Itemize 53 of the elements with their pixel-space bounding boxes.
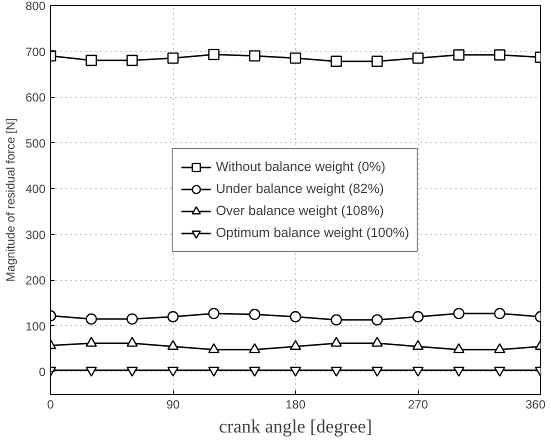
- point: [208, 48, 220, 60]
- point: [86, 366, 97, 377]
- point: [453, 366, 464, 377]
- point: [249, 366, 260, 377]
- x-tick-label: 90: [166, 398, 180, 412]
- point: [290, 366, 302, 377]
- x-tick-label: 360: [525, 398, 546, 412]
- y-tick-label: 200: [25, 274, 46, 288]
- point: [372, 366, 383, 377]
- point: [249, 308, 260, 320]
- legend-label: Optimum balance weight (100%): [216, 225, 410, 240]
- point: [330, 366, 342, 377]
- point: [494, 308, 506, 320]
- point: [167, 366, 179, 377]
- y-tick-label: 100: [25, 319, 46, 334]
- point: [86, 313, 97, 325]
- point: [167, 311, 179, 322]
- legend-label: Without balance weight (0%): [216, 159, 386, 174]
- point: [372, 314, 383, 326]
- point: [372, 56, 383, 67]
- y-tick-label: 600: [25, 90, 46, 105]
- point: [412, 311, 424, 322]
- y-tick-label: 700: [25, 44, 46, 59]
- x-tick-label: 0: [47, 398, 54, 412]
- point: [412, 366, 424, 377]
- point: [249, 50, 260, 62]
- point: [86, 54, 97, 66]
- y-axis-title: Magnitude of residual force [N]: [3, 118, 18, 282]
- y-tick-label: 300: [25, 228, 46, 242]
- y-tick-label: 500: [25, 136, 46, 150]
- point: [126, 366, 138, 377]
- point: [330, 56, 342, 67]
- legend-label: Over balance weight (108%): [216, 203, 384, 218]
- point: [330, 314, 342, 326]
- point: [290, 52, 302, 64]
- point: [208, 308, 220, 320]
- point: [494, 366, 506, 377]
- point: [126, 313, 138, 325]
- point: [290, 311, 302, 322]
- x-axis-title: crank angle [degree]: [218, 416, 372, 438]
- point: [208, 366, 220, 377]
- x-tick-label: 270: [408, 398, 428, 412]
- y-tick-label: 400: [25, 182, 46, 196]
- y-tick-label: 0: [38, 365, 46, 380]
- point: [453, 308, 464, 320]
- point: [126, 54, 138, 66]
- x-tick-label: 180: [285, 398, 306, 412]
- point: [167, 52, 179, 64]
- legend-label: Under balance weight (82%): [216, 181, 384, 196]
- y-tick-label: 800: [25, 0, 46, 13]
- point: [494, 49, 506, 61]
- point: [412, 52, 424, 64]
- point: [453, 49, 464, 61]
